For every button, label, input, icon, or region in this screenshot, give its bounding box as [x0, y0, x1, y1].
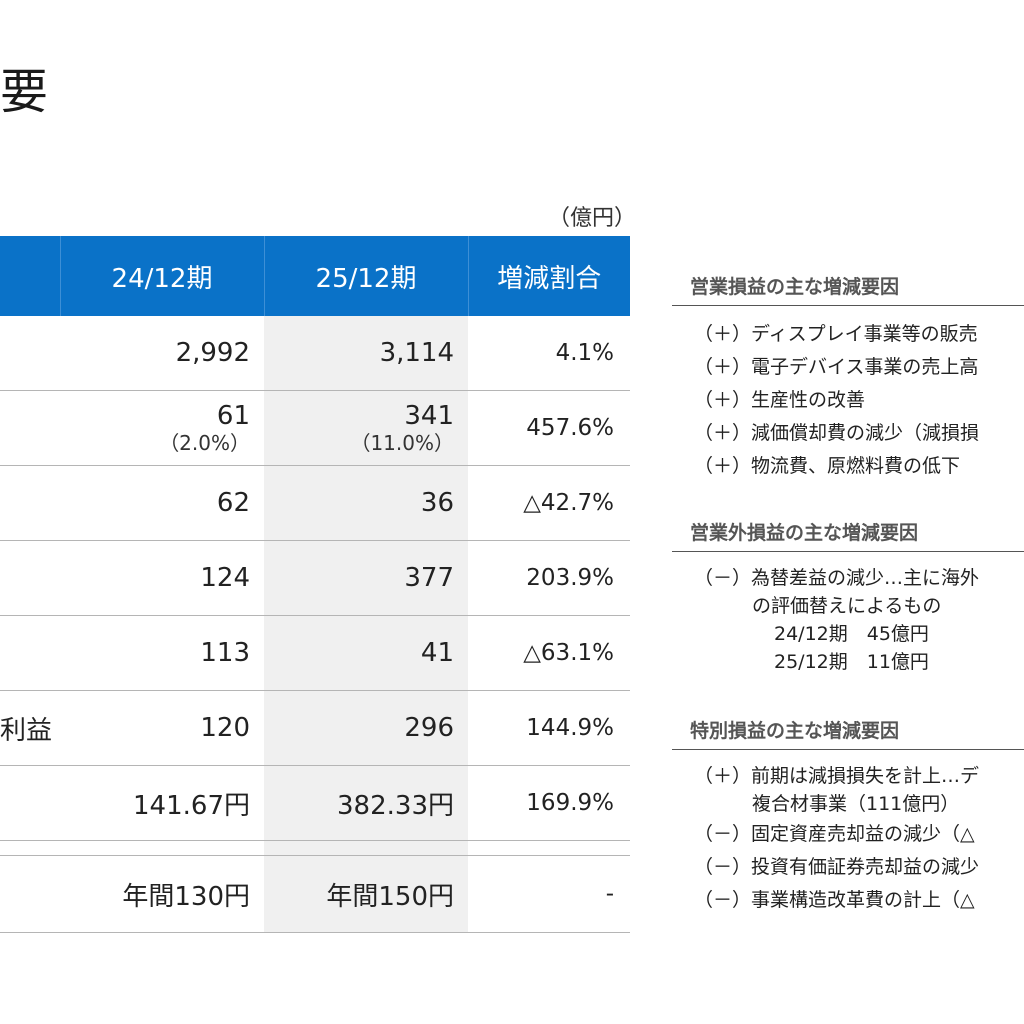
list-subitem: 24/12期 45億円 — [774, 623, 929, 645]
list-item: （＋）減価償却費の減少（減損損 — [694, 422, 980, 444]
prev-value: 113 — [60, 615, 264, 691]
table-row: 61 （2.0%） 341 （11.0%） 457.6% — [0, 390, 630, 466]
header-change-rate: 増減割合 — [468, 236, 630, 316]
extraordinary-factors-section: 特別損益の主な増減要因 （＋）前期は減損損失を計上…デ 複合材事業（111億円）… — [672, 716, 1024, 917]
list-item: （＋）電子デバイス事業の売上高 — [694, 356, 979, 378]
table-spacer-row — [0, 840, 630, 856]
list-item: （＋）物流費、原燃料費の低下 — [694, 455, 961, 477]
cur-value-cell: 341 （11.0%） — [264, 390, 468, 466]
list-item: （＋）前期は減損損失を計上…デ — [694, 765, 980, 787]
cur-value: 41 — [264, 615, 468, 691]
prev-value: 141.67円 — [60, 765, 264, 841]
list-item-continuation: 複合材事業（111億円） — [752, 793, 960, 815]
table-row: 113 41 △63.1% — [0, 615, 630, 691]
change-rate: △63.1% — [468, 615, 630, 691]
section-heading: 営業外損益の主な増減要因 — [672, 518, 1024, 552]
cur-margin: （11.0%） — [350, 431, 454, 455]
list-item: （－）事業構造改革費の計上（△ — [694, 889, 975, 911]
row-label — [0, 855, 60, 933]
cur-value: 3,114 — [264, 316, 468, 391]
table-row: 141.67円 382.33円 169.9% — [0, 765, 630, 841]
cur-value: 382.33円 — [264, 765, 468, 841]
row-label — [0, 465, 60, 541]
operating-factors-section: 営業損益の主な増減要因 （＋）ディスプレイ事業等の販売 （＋）電子デバイス事業の… — [672, 272, 1024, 483]
change-rate: 169.9% — [468, 765, 630, 841]
table-row: 124 377 203.9% — [0, 540, 630, 616]
header-item — [0, 236, 61, 316]
row-label — [0, 390, 60, 466]
cur-value: 377 — [264, 540, 468, 616]
header-cur-period: 25/12期 — [264, 236, 469, 316]
prev-value: 120 — [60, 690, 264, 766]
spacer-cell — [264, 840, 468, 856]
table-row: 利益 120 296 144.9% — [0, 690, 630, 766]
unit-label: （億円） — [548, 206, 637, 231]
factor-list: （＋）前期は減損損失を計上…デ 複合材事業（111億円） （－）固定資産売却益の… — [672, 762, 1024, 917]
row-label — [0, 765, 60, 841]
row-label — [0, 540, 60, 616]
list-item: （＋）ディスプレイ事業等の販売 — [694, 323, 978, 345]
row-label — [0, 615, 60, 691]
results-table: 24/12期 25/12期 増減割合 2,992 3,114 4.1% 61 （… — [0, 236, 630, 933]
change-rate: 457.6% — [468, 390, 630, 466]
change-rate: 4.1% — [468, 316, 630, 391]
prev-value: 2,992 — [60, 316, 264, 391]
list-item: （－）固定資産売却益の減少（△ — [694, 823, 975, 845]
table-row: 62 36 △42.7% — [0, 465, 630, 541]
list-item: （－）投資有価証券売却益の減少 — [694, 856, 980, 878]
factor-list: （－）為替差益の減少…主に海外 の評価替えによるもの 24/12期 45億円 2… — [672, 564, 1024, 676]
row-label — [0, 316, 60, 391]
section-heading: 特別損益の主な増減要因 — [672, 716, 1024, 750]
list-item: （－）為替差益の減少…主に海外 — [694, 567, 980, 589]
change-rate: 203.9% — [468, 540, 630, 616]
cur-dividend: 年間150円 — [264, 855, 468, 933]
non-operating-factors-section: 営業外損益の主な増減要因 （－）為替差益の減少…主に海外 の評価替えによるもの … — [672, 518, 1024, 676]
prev-value: 61 — [216, 401, 250, 431]
dividend-row: 年間130円 年間150円 - — [0, 855, 630, 933]
list-subitem: 25/12期 11億円 — [774, 651, 929, 673]
spacer-cell — [0, 840, 60, 856]
prev-margin: （2.0%） — [159, 431, 250, 455]
spacer-cell — [60, 840, 264, 856]
dividend-change: - — [468, 855, 630, 933]
prev-dividend: 年間130円 — [60, 855, 264, 933]
cur-value: 341 — [404, 401, 454, 431]
spacer-cell — [468, 840, 630, 856]
cur-value: 296 — [264, 690, 468, 766]
change-rate: 144.9% — [468, 690, 630, 766]
prev-value: 62 — [60, 465, 264, 541]
page-title: 要 — [0, 64, 51, 120]
section-heading: 営業損益の主な増減要因 — [672, 272, 1024, 306]
prev-value: 124 — [60, 540, 264, 616]
list-item-continuation: の評価替えによるもの — [752, 595, 942, 617]
table-row: 2,992 3,114 4.1% — [0, 316, 630, 391]
prev-value-cell: 61 （2.0%） — [60, 390, 264, 466]
change-rate: △42.7% — [468, 465, 630, 541]
cur-value: 36 — [264, 465, 468, 541]
table-header-row: 24/12期 25/12期 増減割合 — [0, 236, 630, 316]
list-item: （＋）生産性の改善 — [694, 389, 866, 411]
factor-list: （＋）ディスプレイ事業等の販売 （＋）電子デバイス事業の売上高 （＋）生産性の改… — [672, 318, 1024, 483]
header-prev-period: 24/12期 — [60, 236, 265, 316]
row-label: 利益 — [0, 690, 60, 766]
